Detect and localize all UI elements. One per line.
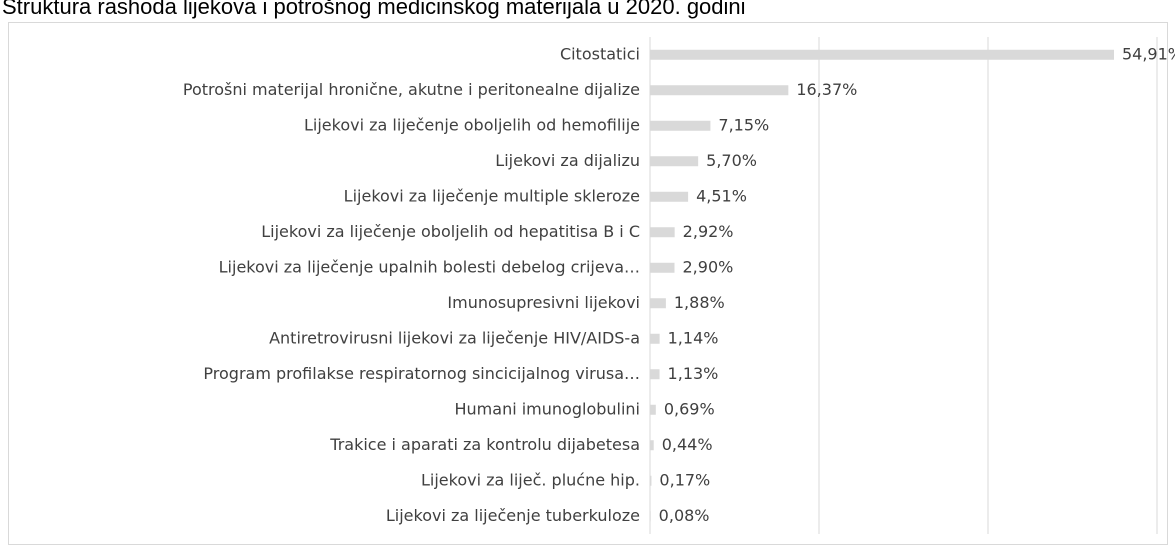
data-label: 16,37% (796, 80, 857, 99)
y-tick-label: Lijekovi za liječenje oboljelih od hemof… (304, 115, 640, 134)
bar (650, 85, 789, 96)
chart-title: Struktura rashoda lijekova i potrošnog m… (2, 0, 746, 19)
y-tick-label: Lijekovi za liječenje tuberkuloze (386, 506, 640, 525)
bar (650, 369, 660, 380)
data-label: 4,51% (696, 186, 747, 205)
bar (650, 475, 652, 486)
y-tick-label: Humani imunoglobulini (455, 399, 641, 418)
y-tick-label: Antiretrovirusni lijekovi za liječenje H… (269, 328, 640, 347)
y-tick-label: Citostatici (560, 44, 640, 63)
data-label: 1,88% (674, 293, 725, 312)
y-tick-label: Lijekovi za liječenje multiple skleroze (344, 186, 640, 205)
bar (650, 262, 675, 273)
y-tick-label: Lijekovi za dijalizu (495, 151, 640, 170)
bar (650, 120, 711, 131)
y-tick-label: Trakice i aparati za kontrolu dijabetesa (329, 435, 640, 454)
data-label: 2,90% (683, 257, 734, 276)
bar (650, 191, 689, 202)
bar (650, 333, 660, 344)
data-label: 1,14% (668, 328, 719, 347)
bar (650, 49, 1114, 60)
data-label: 1,13% (668, 364, 719, 383)
bar (650, 511, 651, 522)
data-label: 54,91% (1122, 44, 1175, 63)
chart-border (8, 22, 1168, 545)
bar (650, 440, 654, 451)
bar (650, 298, 666, 309)
y-tick-label: Program profilakse respiratornog sincici… (203, 364, 640, 383)
data-label: 0,17% (659, 470, 710, 489)
data-label: 7,15% (718, 115, 769, 134)
bar (650, 227, 675, 238)
data-label: 2,92% (683, 222, 734, 241)
data-label: 0,08% (659, 506, 710, 525)
y-tick-label: Lijekovi za liječenje upalnih bolesti de… (219, 257, 640, 276)
data-label: 0,44% (662, 435, 713, 454)
data-label: 5,70% (706, 151, 757, 170)
y-tick-label: Potrošni materijal hronične, akutne i pe… (183, 80, 640, 99)
y-tick-label: Lijekovi za liječenje oboljelih od hepat… (261, 222, 640, 241)
data-label: 0,69% (664, 399, 715, 418)
y-tick-label: Lijekovi za liječ. plućne hip. (421, 470, 640, 489)
bar (650, 404, 656, 415)
y-tick-label: Imunosupresivni lijekovi (447, 293, 640, 312)
bar (650, 156, 699, 167)
